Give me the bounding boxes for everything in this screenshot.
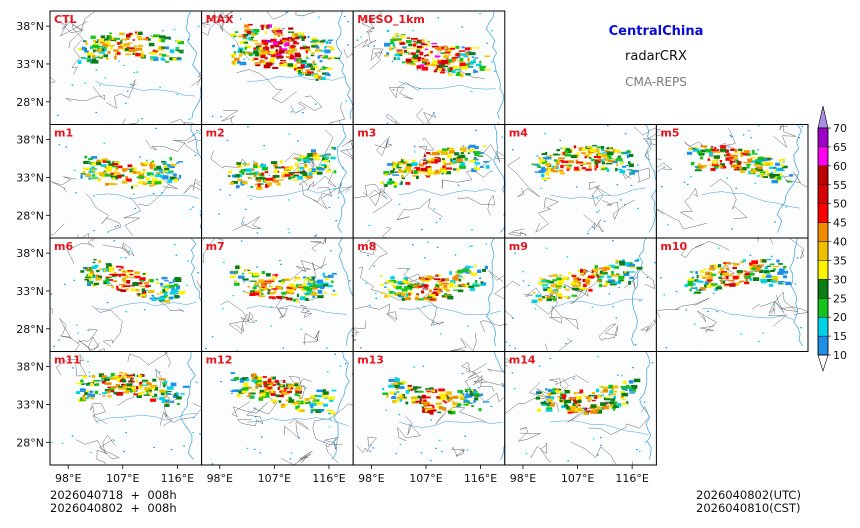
x-tick-label: 98°E [55,472,81,485]
colorbar-tick-label: 25 [833,292,847,305]
axes-ticks: 38°N 33°N 28°N 38°N 33°N 28°N 38°N 33°N 28°N 38°N… [16,20,649,485]
panel-m14: m14 [504,351,657,466]
valid-time-info: 2026040802(UTC) 2026040810(CST) [696,489,801,515]
y-tick-label: 28°N [16,96,44,109]
init-line-1: 2026040718 + 008h [50,488,177,502]
panel-m6: m6 [49,237,203,352]
colorbar-segment [817,260,829,280]
colorbar-segment [817,184,829,204]
y-tick-label: 28°N [16,323,44,336]
panel-label: m6 [54,240,73,253]
colorbar-tick-label: 10 [833,349,847,362]
x-tick-label: 107°E [106,472,139,485]
panel-m13: m13 [352,351,506,466]
y-tick-label: 33°N [16,398,44,411]
colorbar-tick-label: 50 [833,198,847,211]
valid-cst: 2026040810(CST) [696,501,801,515]
panel-m2: m2 [201,124,354,239]
y-tick-label: 28°N [16,436,44,449]
y-tick-label: 38°N [16,247,44,260]
panel-label: m7 [206,240,225,253]
panel-m11: m11 [49,351,203,466]
y-tick-label: 38°N [16,361,44,374]
y-tick-label: 28°N [16,209,44,222]
panel-m4: m4 [504,124,657,239]
init-time-info: 2026040718 + 008h 2026040802 + 008h [50,489,177,515]
colorbar-segment [817,241,829,261]
variable-title: radarCRX [625,49,687,64]
colorbar-tick-label: 55 [833,179,847,192]
x-tick-label: 116°E [615,472,648,485]
colorbar-segment [817,279,829,299]
colorbar-segment [817,127,829,148]
panel-label: m10 [660,240,687,253]
x-tick-label: 116°E [312,472,345,485]
colorbar-segment [817,165,829,185]
valid-utc: 2026040802(UTC) [696,488,801,502]
panel-label: m13 [357,354,384,367]
colorbar-tick-label: 15 [833,330,847,343]
colorbar-tick-label: 65 [833,141,847,154]
panel-label: m4 [509,127,528,140]
colorbar-segment [817,335,829,356]
colorbar-segment [817,203,829,223]
colorbar-segment [817,222,829,242]
panel-label: m9 [509,240,528,253]
init-line-2: 2026040802 + 008h [50,501,177,515]
y-tick-label: 33°N [16,171,44,184]
panel-CTL: CTL [49,10,203,125]
x-tick-label: 107°E [409,472,442,485]
panel-label: m14 [509,354,536,367]
colorbar-tick-label: 60 [833,160,847,173]
colorbar-segment [817,317,829,337]
panel-label: m3 [357,127,376,140]
y-tick-label: 38°N [16,20,44,33]
colorbar: 10 15 20 25 30 35 40 45 50 55 60 65 70 [817,105,847,373]
panel-m9: m9 [504,237,657,352]
panel-grid: CTL MAX MESO_1km m1 m2 m3 m4 m5 m6 m7 m8 m9 m10 m11 m1… [49,10,809,466]
x-tick-label: 116°E [161,472,194,485]
x-tick-label: 116°E [464,472,497,485]
y-tick-label: 33°N [16,58,44,71]
panel-m10: m10 [655,237,809,352]
colorbar-tick-label: 20 [833,311,847,324]
colorbar-tick-label: 45 [833,217,847,230]
colorbar-tick-label: 35 [833,254,847,267]
panel-label: m8 [357,240,376,253]
x-tick-label: 98°E [207,472,233,485]
panel-label: m5 [660,127,679,140]
colorbar-tick-label: 70 [833,122,847,135]
panel-label: MESO_1km [357,13,425,26]
colorbar-segment [817,298,829,318]
colorbar-tick-label: 40 [833,236,847,249]
region-title: CentralChina [608,24,704,39]
x-tick-label: 98°E [358,472,384,485]
panel-m3: m3 [352,124,506,239]
y-tick-label: 38°N [16,134,44,147]
panel-label: m12 [206,354,233,367]
panel-m7: m7 [201,237,354,352]
colorbar-extend-max [817,105,829,129]
panel-m1: m1 [49,124,203,239]
panel-label: m1 [54,127,73,140]
x-tick-label: 107°E [258,472,291,485]
colorbar-extend-min [817,354,829,373]
x-tick-label: 98°E [510,472,536,485]
colorbar-tick-label: 30 [833,273,847,286]
panel-m5: m5 [655,124,809,239]
panel-m8: m8 [352,237,506,352]
x-tick-label: 107°E [561,472,594,485]
panel-MESO_1km: MESO_1km [352,10,506,125]
panel-m12: m12 [201,351,354,466]
y-tick-label: 33°N [16,285,44,298]
model-title: CMA-REPS [625,75,687,89]
panel-label: MAX [206,13,234,26]
panel-label: CTL [54,13,77,26]
panel-label: m11 [54,354,81,367]
panel-MAX: MAX [201,10,354,125]
colorbar-segment [817,146,829,166]
panel-label: m2 [206,127,225,140]
